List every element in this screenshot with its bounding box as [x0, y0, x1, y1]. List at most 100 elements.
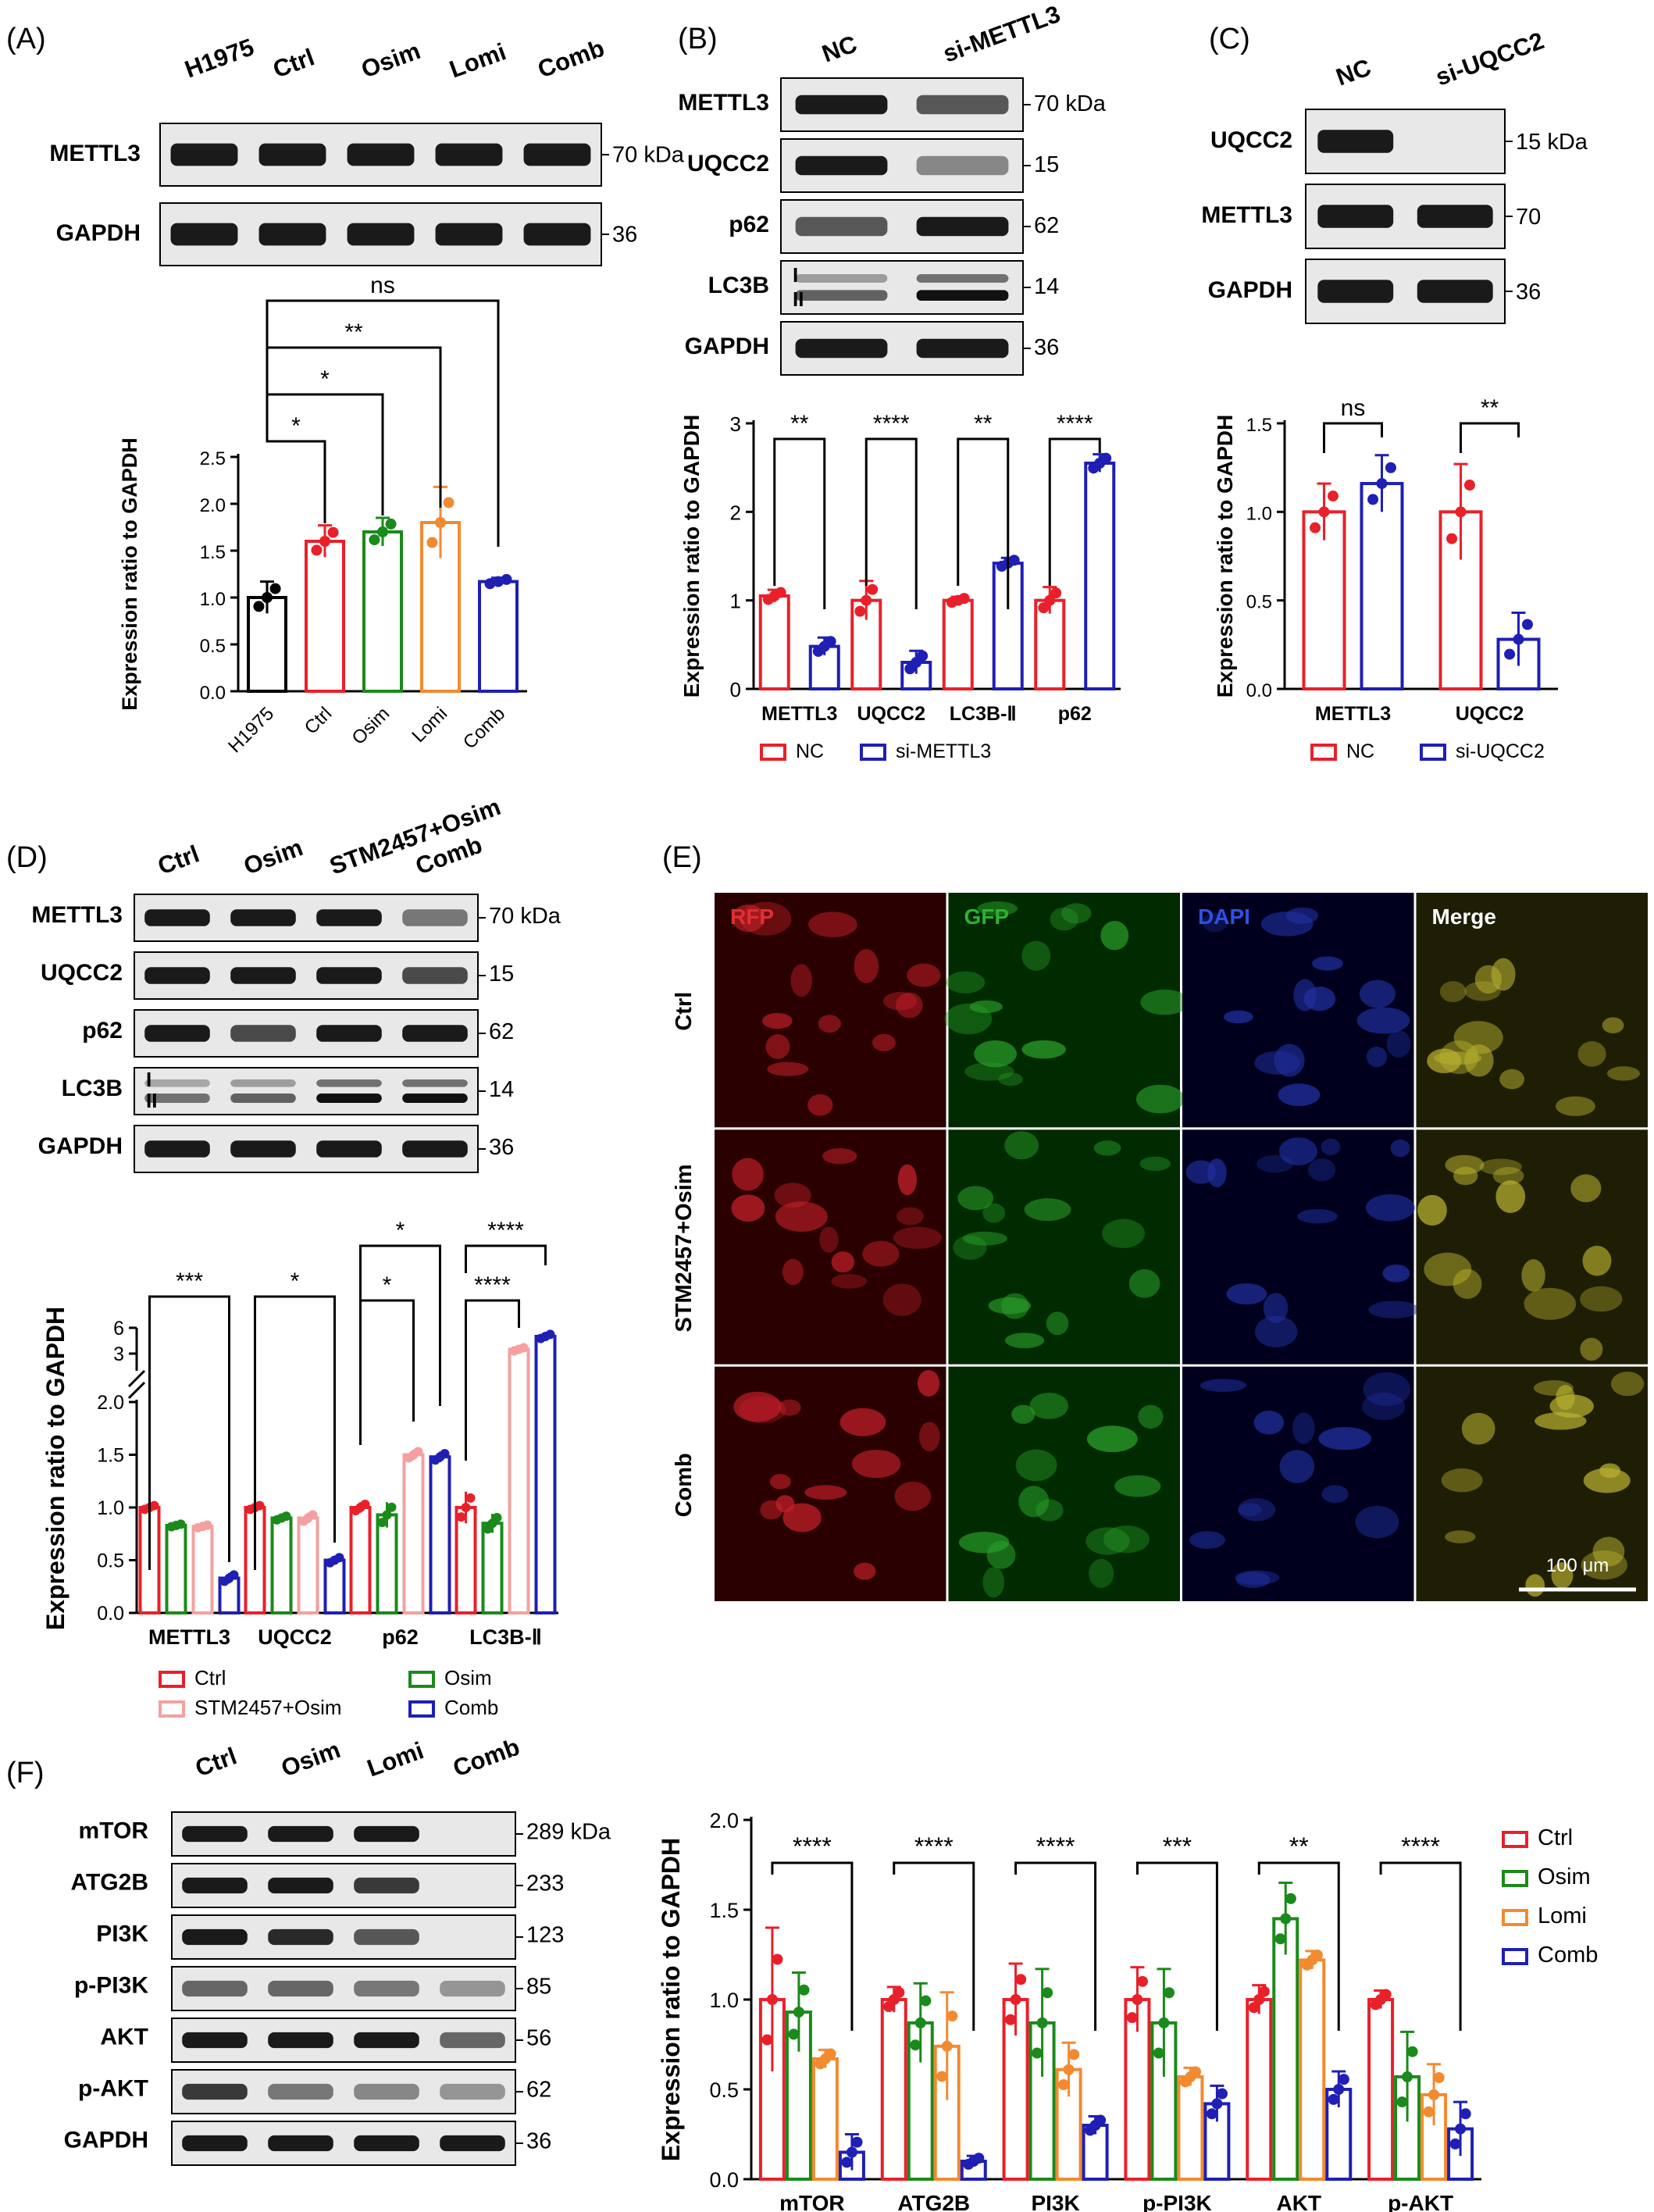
data-point [387, 1502, 397, 1512]
data-point [1327, 491, 1339, 502]
sig-label: ns [370, 273, 395, 298]
cell [1525, 1574, 1545, 1597]
cell [1024, 1198, 1071, 1222]
cell [767, 1061, 809, 1076]
cell [958, 1532, 1010, 1554]
panel-label-e: (E) [662, 841, 702, 874]
y-tick-label: 1.0 [200, 589, 226, 610]
legend-swatch [159, 1671, 185, 1688]
y-tick-label: 0.5 [1246, 592, 1272, 613]
sig-label: **** [914, 1832, 954, 1861]
data-point [1328, 2093, 1339, 2105]
band [795, 95, 888, 115]
cell [893, 1226, 942, 1249]
data-point [1068, 2049, 1080, 2060]
bar [1177, 2075, 1204, 2181]
kda-label: 62 [1034, 213, 1059, 238]
band [795, 155, 888, 176]
cell [782, 1503, 822, 1532]
sig-label: * [291, 413, 301, 439]
data-point [465, 1493, 476, 1503]
cell [1445, 1154, 1485, 1175]
cell [1610, 1372, 1645, 1397]
data-point [1504, 648, 1516, 660]
bar [191, 1525, 214, 1615]
legend-label: Ctrl [194, 1666, 226, 1689]
sig-bracket [1323, 422, 1383, 453]
data-point [1137, 1975, 1149, 1987]
cell [818, 1015, 841, 1033]
blot-row-label: p-PI3K [74, 1973, 148, 1999]
kda-label: 36 [489, 1135, 514, 1160]
x-tick-label: PI3K [1031, 2191, 1079, 2212]
sig-label: **** [873, 411, 910, 437]
cell [1390, 1139, 1410, 1158]
cell [1445, 1530, 1476, 1543]
data-point [1338, 2074, 1349, 2085]
sig-label: * [383, 1272, 392, 1298]
band-lc3-ii [144, 1094, 210, 1103]
band [795, 216, 888, 237]
data-point [936, 2071, 948, 2082]
band [354, 2032, 419, 2049]
data-point [793, 2007, 804, 2018]
cell [872, 1033, 896, 1052]
cell [974, 1040, 1017, 1068]
data-point [501, 573, 512, 585]
legend-label: Comb [1538, 1943, 1598, 1968]
cell [897, 1207, 924, 1226]
data-point [1044, 594, 1056, 606]
kda-label: 36 [612, 223, 637, 248]
blot-row-label: p62 [729, 212, 769, 237]
cell [831, 1274, 867, 1289]
y-tick-label: 6 [113, 1318, 124, 1340]
cell [1102, 1218, 1145, 1248]
cell [1139, 1156, 1171, 1172]
data-point [1463, 480, 1475, 491]
y-tick-label: 0.0 [200, 683, 226, 704]
data-point [867, 583, 879, 595]
legend-label: NC [1346, 740, 1374, 762]
cell [807, 1094, 833, 1116]
band [182, 1928, 248, 1946]
data-point [255, 1500, 265, 1511]
data-point [149, 1500, 159, 1511]
data-point [1455, 506, 1467, 518]
bar [478, 580, 519, 693]
data-point [1258, 1985, 1270, 1997]
cell [1577, 1041, 1606, 1067]
cell [1036, 1499, 1064, 1522]
lane-label: Ctrl [191, 1742, 240, 1782]
cell [1103, 1525, 1150, 1554]
micrograph [1182, 1366, 1414, 1601]
x-tick-label: p-PI3K [1142, 2191, 1212, 2212]
blot-row-label: p-AKT [78, 2076, 148, 2102]
blot-frame [134, 1067, 479, 1115]
cell [964, 1062, 1014, 1081]
data-point [1217, 2088, 1228, 2100]
cell [953, 1235, 987, 1260]
cell [778, 1399, 801, 1416]
band [182, 2032, 248, 2049]
sig-label: ** [790, 411, 809, 437]
band-lc3-ii [795, 290, 888, 301]
data-point [1311, 1949, 1323, 1960]
sig-bracket [266, 422, 326, 523]
sig-bracket [465, 1299, 520, 1461]
blot-row-label: LC3B [708, 273, 769, 298]
band [795, 338, 888, 359]
cell [1524, 1287, 1577, 1320]
data-point [493, 576, 504, 587]
band [230, 967, 296, 984]
blot-row-label: METTL3 [49, 141, 141, 166]
y-tick-label: 0.0 [97, 1603, 124, 1625]
kda-label: 233 [526, 1871, 564, 1896]
bar [323, 1558, 346, 1614]
y-tick-label: 2 [730, 501, 741, 524]
channel-label: Merge [1432, 904, 1496, 929]
cell [1307, 1158, 1336, 1182]
cell [998, 1072, 1023, 1086]
data-point [893, 1986, 905, 1998]
y-tick-label: 0.5 [200, 636, 226, 657]
cell [782, 1258, 804, 1286]
